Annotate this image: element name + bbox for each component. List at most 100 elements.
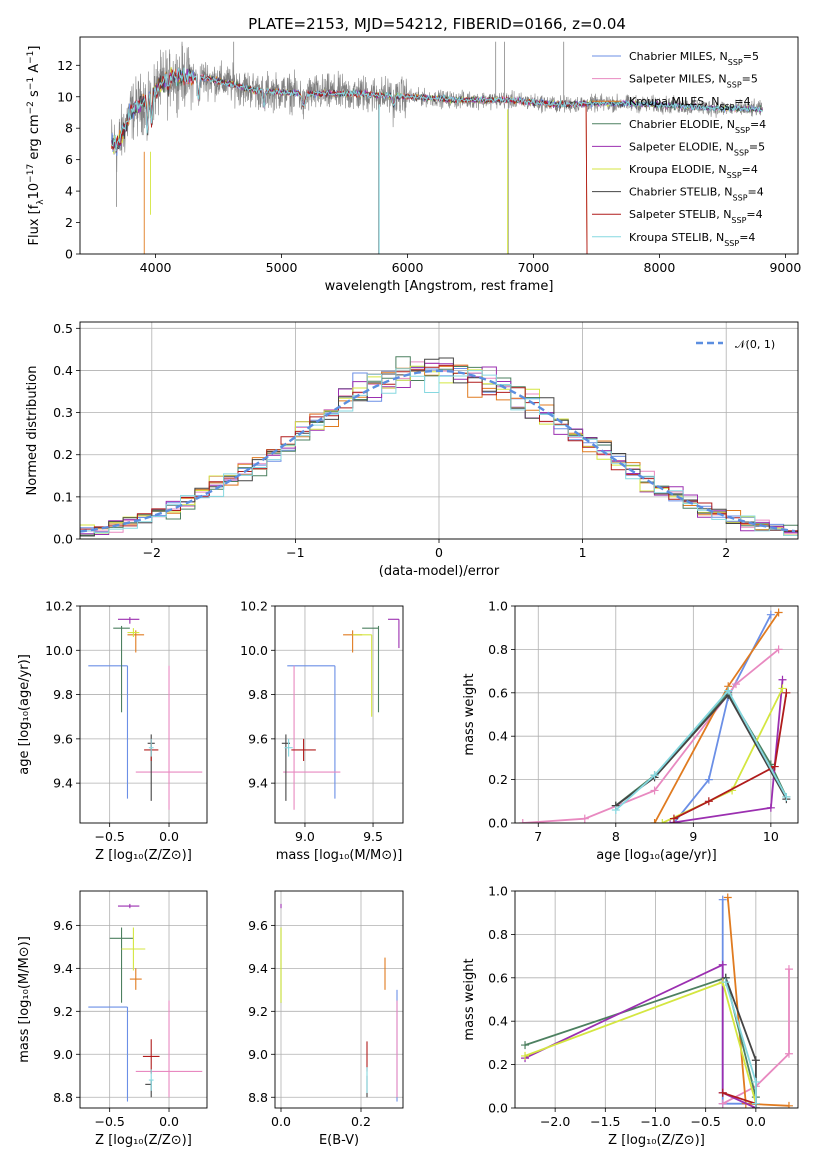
weight-marker — [782, 688, 791, 697]
y-tick-label: 6 — [65, 152, 73, 167]
y-tick-label: 10.2 — [45, 599, 73, 614]
x-tick-label: −0.5 — [94, 829, 124, 844]
y-tick-label: 0.2 — [488, 772, 508, 787]
errorbar-chabrier-miles — [287, 665, 336, 799]
weight-line-path — [615, 689, 788, 811]
legend-count: =4 — [742, 163, 758, 176]
y-tick-label: 1.0 — [488, 599, 508, 614]
legend-subscript: SSP — [719, 103, 734, 112]
y-tick-label: 10.0 — [240, 643, 268, 658]
y-tick-label: 1.0 — [488, 884, 508, 899]
mass-weight-vs-age-ylabel: mass weight — [462, 673, 477, 755]
y-tick-label: 2 — [65, 215, 73, 230]
legend-subscript: SSP — [727, 171, 742, 180]
gaussian-curve — [80, 369, 796, 533]
errorbar-salpeter-elodie — [117, 903, 140, 909]
mass-weight-vs-Z-frame — [514, 890, 799, 1109]
legend-label: Chabrier ELODIE, NSSP=4 — [629, 118, 766, 135]
errorbar-chabrier-stelib — [145, 1080, 152, 1098]
x-tick-label: 6000 — [392, 260, 424, 275]
y-tick-label: 0.3 — [53, 405, 73, 420]
legend-series-name: Salpeter ELODIE, N — [629, 140, 734, 153]
errorbar-kroupa-elodie — [121, 927, 146, 971]
x-tick-label: 9000 — [769, 260, 801, 275]
y-tick-label: 9.8 — [248, 687, 268, 702]
legend-count: =5 — [742, 73, 758, 86]
spectrum-frame — [79, 36, 799, 255]
y-tick-label: 9.0 — [53, 1047, 73, 1062]
x-tick-label: 0.0 — [159, 829, 179, 844]
legend-series-name: Salpeter STELIB, N — [629, 208, 731, 221]
legend-subscript: SSP — [728, 58, 743, 67]
y-tick-label: 9.8 — [53, 687, 73, 702]
x-tick-label: 0.0 — [271, 1114, 291, 1129]
weight-marker — [650, 771, 659, 780]
y-tick-label: 10.2 — [240, 599, 268, 614]
y-tick-label: 9.2 — [248, 1004, 268, 1019]
weight-line-path — [726, 897, 790, 1107]
y-tick-label: 10 — [57, 89, 73, 104]
errorbar-salpeter-miles — [283, 665, 341, 810]
ylabel-subscript: λ — [36, 199, 46, 205]
ylabel-part: s — [27, 90, 42, 101]
weight-marker — [718, 895, 727, 904]
x-tick-label: 0.0 — [746, 1114, 766, 1129]
weight-line-kroupa-elodie — [658, 684, 787, 823]
y-tick-label: 0.2 — [53, 447, 73, 462]
y-tick-label: 10.0 — [45, 643, 73, 658]
y-tick-label: 0.0 — [488, 1101, 508, 1116]
legend-count: =4 — [748, 186, 764, 199]
weight-marker — [724, 686, 733, 695]
x-tick-label: 0 — [435, 545, 443, 560]
errorbar-chabrier-miles — [88, 1006, 129, 1102]
ylabel-superscript: −1 — [26, 51, 36, 64]
y-tick-label: 0.8 — [488, 927, 508, 942]
weight-line-kroupa-miles — [650, 608, 783, 823]
legend-series-name: Chabrier ELODIE, N — [629, 118, 735, 131]
age-vs-mass-xlabel: mass [log₁₀(M/M⊙)] — [276, 848, 403, 863]
legend-label: Salpeter STELIB, NSSP=4 — [629, 208, 763, 225]
weight-marker — [718, 960, 727, 969]
x-tick-label: −2.0 — [540, 1114, 570, 1129]
mass-vs-Z-frame — [79, 890, 208, 1109]
weight-marker — [723, 893, 732, 902]
weight-marker — [778, 675, 787, 684]
y-tick-label: 8 — [65, 121, 73, 136]
weight-marker — [774, 608, 783, 617]
y-tick-label: 0.6 — [488, 685, 508, 700]
residuals-axes: −2 −1 0 1 2 0.0 0.1 0.2 0.3 0.4 0.5 (data-model)/er… — [25, 321, 799, 579]
legend-series-name: Kroupa MILES, N — [629, 95, 719, 108]
spectrum-axes: 4000 5000 6000 7000 8000 9000 0 2 4 6 8 10 12 wavelen… — [26, 36, 801, 294]
weight-marker — [784, 965, 793, 974]
age-vs-Z-axes: −0.5 0.0 9.4 9.6 9.8 10.0 10.2 Z [log₁₀(Z/Z⊙)] a… — [17, 599, 208, 863]
legend-series-name: Chabrier STELIB, N — [629, 186, 733, 199]
weight-line-path — [722, 969, 790, 1105]
age-vs-Z-xlabel: Z [log₁₀(Z/Z⊙)] — [95, 848, 192, 863]
ylabel-part: Flux [f — [27, 204, 42, 245]
y-tick-label: 9.4 — [53, 961, 73, 976]
weight-marker — [658, 819, 667, 823]
y-tick-label: 12 — [57, 58, 73, 73]
mass-weight-vs-Z-axes: −2.0 −1.5 −1.0 −0.5 0.0 0.0 0.2 0.4 0.6 0.8 1.0 Z [… — [462, 884, 799, 1148]
errorbar-kroupa-elodie — [352, 634, 373, 717]
y-tick-label: 0.4 — [53, 363, 73, 378]
weight-marker — [782, 792, 791, 801]
spectrum-data — [111, 43, 763, 173]
x-tick-label: 4000 — [140, 260, 172, 275]
errorbar-kroupa-stelib — [148, 1069, 154, 1091]
x-tick-label: −0.5 — [690, 1114, 720, 1129]
ylabel-part: A — [27, 64, 42, 77]
age-vs-mass-axes: 9.0 9.5 9.4 9.6 9.8 10.0 10.2 mass [log₁₀(M/M⊙)… — [240, 599, 404, 863]
legend-series-name: Chabrier MILES, N — [629, 50, 728, 63]
mass-weight-vs-age-frame — [514, 605, 799, 824]
weight-marker — [704, 775, 713, 784]
mass-vs-Z-axes: −0.5 0.0 8.8 9.0 9.2 9.4 9.6 Z [log₁₀(Z/Z⊙)] mas… — [17, 890, 208, 1148]
y-tick-label: 0.0 — [53, 532, 73, 547]
weight-marker — [704, 797, 713, 806]
figure-title: PLATE=2153, MJD=54212, FIBERID=0166, z=0… — [248, 15, 626, 33]
mass-vs-ebv-xlabel: E(B-V) — [319, 1133, 359, 1148]
errorbar-kroupa-stelib — [148, 738, 154, 757]
legend-label: Kroupa ELODIE, NSSP=4 — [629, 163, 758, 180]
weight-line-path — [524, 976, 757, 1098]
legend-series-name: Kroupa STELIB, N — [629, 231, 724, 244]
